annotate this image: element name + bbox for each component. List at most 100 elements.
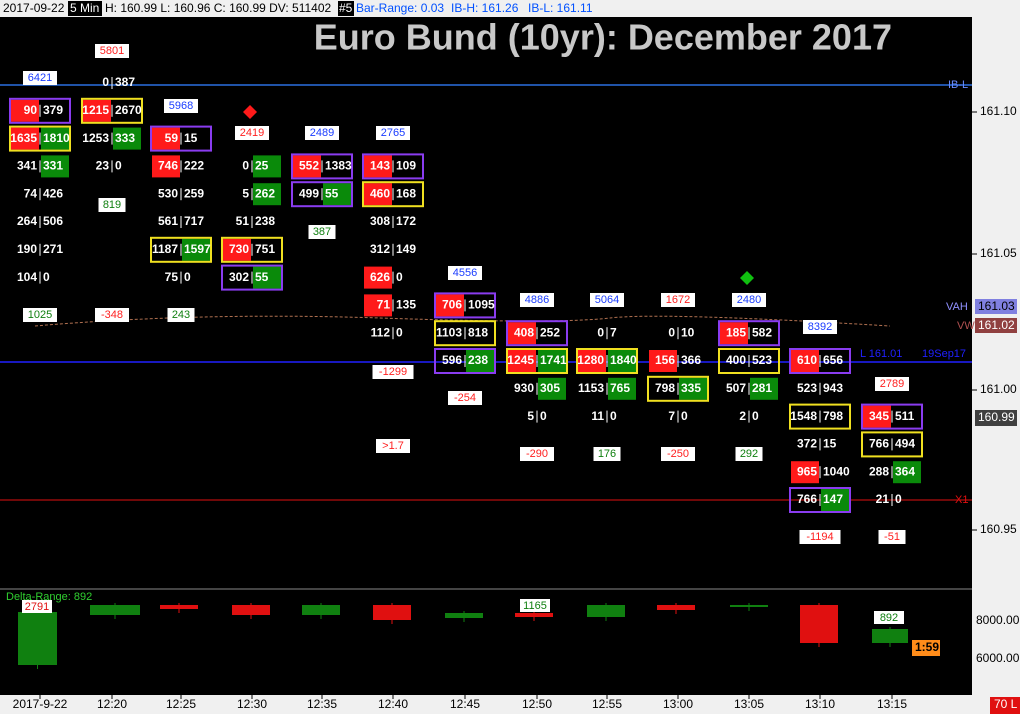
bid-volume: 0 (668, 325, 675, 339)
note: -51 (884, 531, 900, 543)
bid-volume: 90 (24, 103, 38, 117)
ask-volume: 331 (43, 159, 63, 173)
bid-volume: 798 (655, 381, 675, 395)
note-bg (878, 530, 906, 544)
bid-volume: 1187 (152, 242, 178, 256)
delta-tick-label: 6000.00 (976, 651, 1020, 665)
time-tick-label: 13:10 (805, 697, 835, 711)
ask-volume: 15 (823, 437, 837, 451)
ask-volume: 0 (396, 325, 403, 339)
bid-volume: 104 (17, 270, 37, 284)
bid-volume: 51 (236, 214, 250, 228)
note: 2480 (737, 294, 761, 306)
note: 5968 (169, 100, 193, 112)
note-bg (308, 225, 336, 239)
cell-box (718, 348, 780, 374)
cell-separator (677, 355, 679, 367)
ask-fill (113, 127, 141, 150)
bid-volume: 5 (242, 186, 249, 200)
header-ohlc: H: 160.99 L: 160.96 C: 160.99 DV: 511402 (105, 1, 331, 15)
ask-volume: 0 (540, 409, 547, 423)
header-bg (0, 0, 972, 17)
note: -254 (454, 392, 476, 404)
cell-separator (39, 271, 41, 284)
note-bg (95, 44, 129, 58)
note: 1025 (28, 309, 52, 321)
cell-separator (606, 382, 608, 395)
cell-box (718, 320, 780, 347)
cell-separator (180, 216, 182, 228)
note: 176 (598, 448, 616, 460)
bid-fill (508, 350, 536, 372)
note: 2789 (880, 378, 904, 390)
cell-separator (321, 188, 323, 201)
cell-box (434, 320, 496, 347)
bid-volume: 74 (24, 186, 38, 200)
bid-fill (293, 155, 321, 178)
candle-body (373, 605, 411, 620)
ask-volume: 494 (895, 437, 915, 451)
note-bg (235, 126, 269, 140)
note: 4556 (453, 267, 477, 279)
delta-label-bg (520, 599, 550, 612)
vah-price: 161.03 (978, 299, 1015, 313)
time-tick-label: 12:40 (378, 697, 408, 711)
candle-body (730, 605, 768, 607)
cell-separator (536, 327, 538, 340)
cell-separator (251, 216, 253, 228)
ask-volume: 109 (396, 159, 416, 173)
cell-separator (677, 327, 679, 340)
candle-body (515, 613, 553, 617)
candle-body (90, 605, 140, 615)
cell-separator (39, 132, 41, 145)
note: 243 (172, 309, 190, 321)
bid-volume: 766 (869, 437, 889, 451)
cell-box (861, 403, 923, 430)
bid-volume: 190 (17, 242, 37, 256)
time-tick-label: 13:05 (734, 697, 764, 711)
note-bg (661, 447, 695, 461)
bid-volume: 1215 (82, 103, 109, 117)
status-bg (990, 697, 1020, 714)
ask-fill (253, 155, 281, 178)
cell-separator (392, 327, 394, 340)
ask-volume: 506 (43, 214, 63, 228)
cell-separator (677, 382, 679, 395)
cell-box (150, 236, 212, 263)
status: 70 L (994, 697, 1018, 711)
bid-volume: 11 (591, 409, 604, 423)
ask-volume: 751 (255, 242, 275, 256)
ask-volume: 0 (610, 409, 617, 423)
cell-separator (180, 243, 182, 256)
bid-volume: 408 (514, 325, 534, 339)
bid-volume: 1253 (82, 131, 109, 145)
bid-volume: 112 (371, 325, 391, 339)
ask-volume: 0 (184, 270, 191, 284)
cell-separator (392, 271, 394, 284)
ask-fill (750, 377, 778, 400)
bid-volume: 185 (726, 325, 746, 339)
header-date: 2017-09-22 (3, 1, 65, 15)
candle-body (800, 605, 838, 643)
note: 8392 (808, 321, 832, 333)
cell-separator (677, 410, 679, 423)
cell-box (647, 375, 709, 402)
bid-volume: 156 (655, 353, 675, 367)
time-axis-bg (0, 695, 972, 714)
ask-volume: 305 (540, 381, 560, 395)
cell-separator (39, 160, 41, 173)
cell-separator (819, 382, 821, 395)
bid-volume: 59 (165, 131, 179, 145)
level-label: L 161.01 (860, 348, 902, 360)
ask-volume: 798 (823, 409, 843, 423)
interval-bg (68, 1, 102, 16)
ask-volume: 1840 (610, 353, 637, 367)
ask-volume: 717 (184, 214, 204, 228)
note-bg (590, 293, 624, 307)
note: -1194 (806, 531, 833, 543)
bid-fill (83, 99, 111, 122)
note-bg (23, 308, 57, 322)
candle-body (657, 605, 695, 610)
delta-label: 892 (880, 612, 898, 624)
